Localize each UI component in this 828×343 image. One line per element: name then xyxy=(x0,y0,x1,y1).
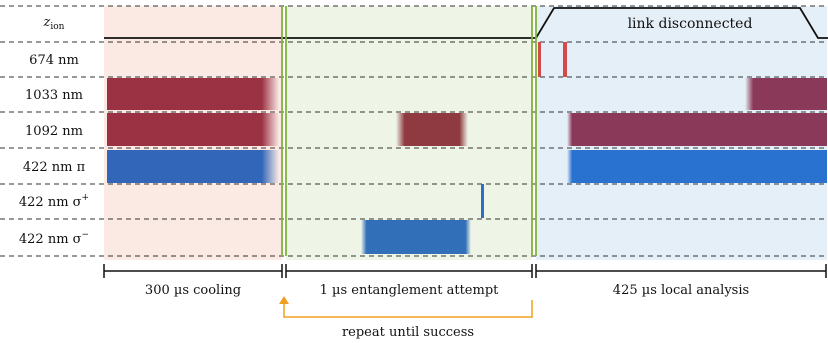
row-label-422pi: 422 nm π xyxy=(23,160,86,175)
pulse-1033-analysis xyxy=(745,78,827,110)
phase-label-cooling: 300 µs cooling xyxy=(145,283,241,298)
pulse-422pi-cooling xyxy=(107,150,279,183)
link-disconnected-label: link disconnected xyxy=(628,16,753,32)
repeat-arrow-head-icon xyxy=(279,296,289,304)
pulse-1092-entangle xyxy=(396,113,468,146)
phase-separators xyxy=(281,6,537,256)
repeat-arrow xyxy=(283,300,533,318)
pulse-674-a xyxy=(538,42,541,77)
pulse-1092-cooling xyxy=(107,113,279,146)
row-label-674: 674 nm xyxy=(29,53,79,68)
row-label-zion: zion xyxy=(43,15,65,32)
pulse-422sigmaplus-entangle xyxy=(481,184,484,218)
pulse-422sigmaminus-entangle xyxy=(361,220,471,254)
pulse-422pi-analysis xyxy=(567,150,827,183)
row-label-1092: 1092 nm xyxy=(25,124,83,139)
timeline-brackets xyxy=(103,264,827,278)
phase-label-entanglement: 1 µs entanglement attempt xyxy=(320,283,500,298)
pulse-674-b xyxy=(563,42,567,77)
pulse-1033-cooling xyxy=(107,78,279,110)
row-label-1033: 1033 nm xyxy=(25,88,83,103)
row-separators xyxy=(0,5,828,257)
repeat-until-success-label: repeat until success xyxy=(342,325,474,340)
row-label-422sigmaminus: 422 nm σ− xyxy=(19,230,89,247)
pulse-1092-analysis xyxy=(567,113,827,146)
phase-label-analysis: 425 µs local analysis xyxy=(613,283,749,298)
row-label-422sigmaplus: 422 nm σ+ xyxy=(19,193,89,210)
